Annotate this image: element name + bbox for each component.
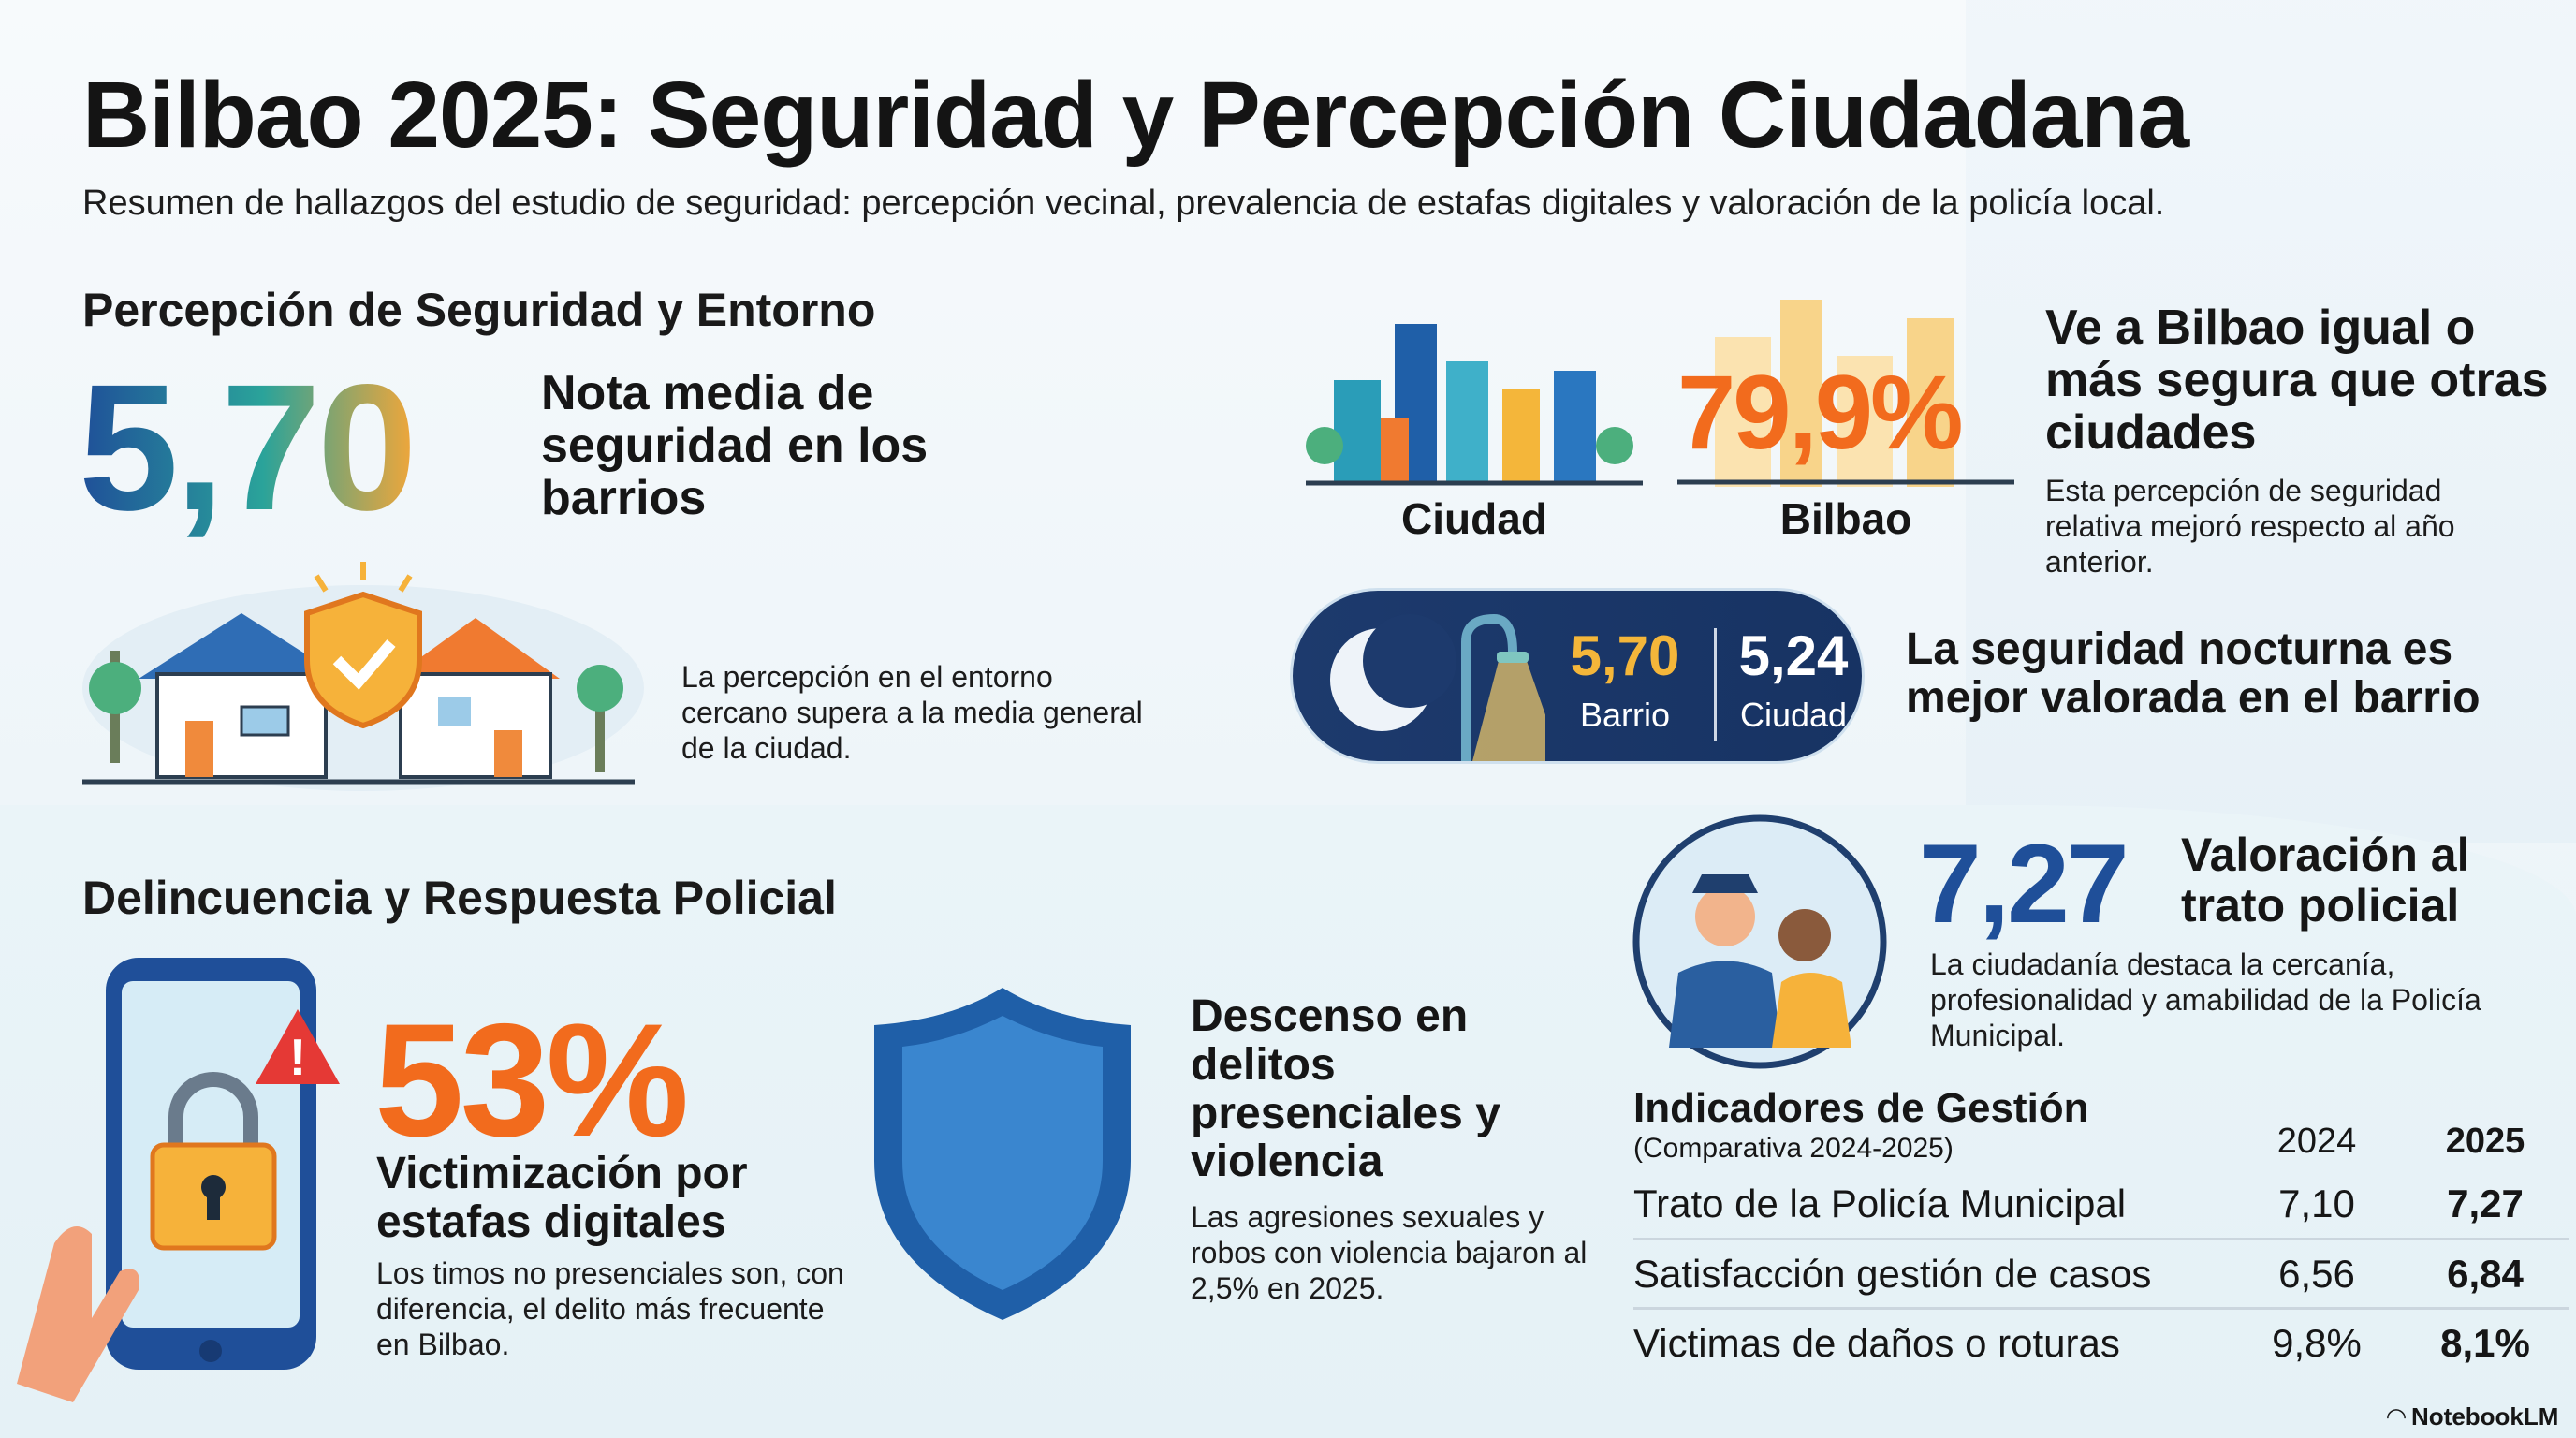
city-label: Ciudad — [1401, 494, 1547, 543]
svg-text:!: ! — [289, 1028, 306, 1086]
table-subtitle: (Comparativa 2024-2025) — [1633, 1132, 1954, 1164]
value-2024: 7,10 — [2232, 1169, 2401, 1241]
shield-icon — [874, 988, 1131, 1320]
value-2025: 6,84 — [2401, 1239, 2569, 1311]
moon-streetlamp-icon — [1330, 613, 1545, 761]
police-score: 7,27 — [1919, 821, 2130, 946]
indicators-table: Indicadores de Gestión (Comparativa 2024… — [1633, 1086, 2569, 1378]
scam-note: Los timos no presenciales son, con difer… — [376, 1256, 844, 1361]
bilbao-label: Bilbao — [1779, 494, 1912, 543]
houses-shield-illustration — [82, 562, 644, 791]
night-safety-card: 5,70 Barrio 5,24 Ciudad — [1290, 588, 1865, 764]
bilbao-skyline-icon — [1677, 300, 2014, 487]
page-subtitle: Resumen de hallazgos del estudio de segu… — [82, 183, 2165, 223]
value-2024: 9,8% — [2272, 1321, 2362, 1366]
section-heading-perception: Percepción de Seguridad y Entorno — [82, 284, 876, 336]
row-label: Victimas de daños o roturas — [1633, 1321, 2120, 1366]
notebooklm-brand: ◠ NotebookLM — [2387, 1402, 2558, 1431]
column-2024: 2024 — [2276, 1122, 2357, 1161]
table-row: Victimas de daños o roturas 9,8% 8,1% — [1633, 1309, 2569, 1378]
night-ciudad-label: Ciudad — [1739, 696, 1848, 734]
background-panel — [1966, 0, 2576, 843]
night-headline: La seguridad nocturna es mejor valorada … — [1906, 624, 2481, 723]
night-ciudad-value: 5,24 — [1738, 624, 1849, 687]
table-title: Indicadores de Gestión — [1633, 1085, 2089, 1131]
page-title: Bilbao 2025: Seguridad y Percepción Ciud… — [82, 63, 2189, 168]
indicators-rows: Trato de la Policía Municipal 7,10 7,27 Sa… — [1633, 1169, 2569, 1378]
row-label: Satisfacción gestión de casos — [1633, 1239, 2232, 1311]
police-note: La ciudadanía destaca la cercanía, profe… — [1930, 947, 2481, 1052]
scam-label: Victimización por estafas digitales — [376, 1149, 748, 1247]
night-barrio-label: Barrio — [1579, 696, 1671, 734]
neighbourhood-score: 5,70 — [79, 346, 417, 548]
background-band — [0, 805, 2576, 1438]
divider — [1714, 628, 1717, 741]
neighbourhood-score-label: Nota media de seguridad en los barrios — [541, 366, 929, 526]
bilbao-headline: Ve a Bilbao igual o más segura que otras… — [2045, 301, 2549, 461]
value-2024: 6,56 — [2232, 1239, 2401, 1311]
row-label: Trato de la Policía Municipal — [1633, 1169, 2232, 1241]
bilbao-note: Esta percepción de seguridad relativa me… — [2045, 474, 2455, 579]
table-row: Satisfacción gestión de casos 6,56 6,84 — [1633, 1239, 2569, 1311]
value-2025: 7,27 — [2401, 1169, 2569, 1241]
brand-label: NotebookLM — [2411, 1402, 2559, 1431]
section-heading-crime: Delincuencia y Respuesta Policial — [82, 872, 837, 924]
decline-headline: Descenso en delitos presenciales y viole… — [1191, 991, 1500, 1187]
column-2025: 2025 — [2445, 1122, 2525, 1161]
notebooklm-logo-icon: ◠ — [2387, 1402, 2406, 1431]
phone-lock-icon: ! — [17, 958, 340, 1402]
city-skyline-icon — [1306, 324, 1643, 486]
table-row: Trato de la Policía Municipal 7,10 7,27 — [1633, 1169, 2569, 1241]
police-label: Valoración al trato policial — [2181, 829, 2470, 932]
environment-note: La percepción en el entorno cercano supe… — [681, 660, 1143, 765]
night-barrio-value: 5,70 — [1570, 624, 1680, 687]
police-citizen-illustration — [1632, 814, 1887, 1069]
scam-percent: 53% — [374, 990, 689, 1170]
decline-note: Las agresiones sexuales y robos con viol… — [1191, 1200, 1588, 1305]
bilbao-percent: 79,9% — [1677, 354, 1964, 471]
value-2025: 8,1% — [2440, 1321, 2530, 1366]
